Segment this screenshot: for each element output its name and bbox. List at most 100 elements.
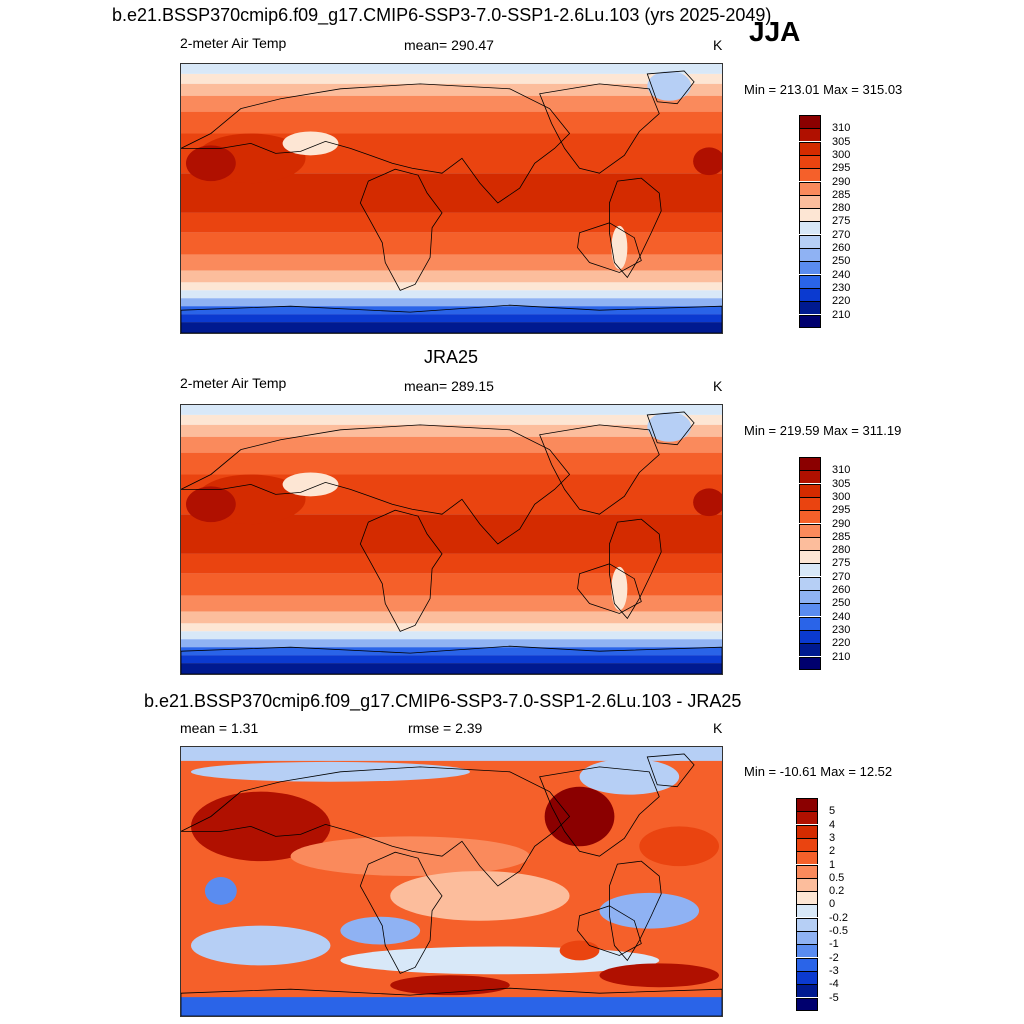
colorbar-tick-label: 270	[832, 228, 851, 241]
hot-region	[693, 488, 722, 517]
colorbar-tick-label: 280	[832, 202, 851, 215]
anomaly-region	[340, 916, 421, 945]
colorbar-tick-label: 310	[832, 464, 851, 477]
colorbar-swatch	[799, 141, 821, 155]
colorbar-swatch	[799, 248, 821, 261]
colorbar-swatch	[799, 115, 821, 128]
colorbar-tick-label: 295	[832, 162, 851, 175]
colorbar-swatch	[796, 798, 818, 811]
coastline-australia	[577, 563, 642, 614]
colorbar-tick-label: 285	[832, 530, 851, 543]
temperature-band	[181, 298, 722, 307]
colorbar-swatch	[799, 457, 821, 470]
temperature-band	[181, 639, 722, 648]
coastline-greenland	[646, 70, 695, 105]
coastline-australia	[577, 222, 642, 273]
panel-model-title: b.e21.BSSP370cmip6.f09_g17.CMIP6-SSP3-7.…	[112, 5, 772, 25]
hot-region	[185, 145, 236, 182]
map-canvas	[181, 747, 722, 1016]
temperature-band	[181, 595, 722, 612]
colorbar-swatch	[799, 643, 821, 657]
panel-obs-minmax: Min = 219.59 Max = 311.19	[744, 423, 902, 438]
colorbar-swatch	[796, 997, 818, 1011]
colorbar-tick-label: 3	[829, 831, 836, 844]
temperature-band	[181, 254, 722, 271]
temperature-band	[181, 314, 722, 323]
colorbar-tick-label: 305	[832, 135, 851, 148]
hot-region	[185, 486, 236, 523]
coastline-africa	[359, 851, 443, 974]
cold-plateau	[282, 131, 339, 156]
colorbar-tick-label: -5	[829, 991, 839, 1004]
coastlines	[181, 753, 722, 1016]
colorbar-swatch	[799, 629, 821, 643]
temperature-band	[181, 270, 722, 283]
coastlines	[181, 70, 722, 333]
colorbar-swatch	[799, 314, 821, 328]
colorbar-swatch	[799, 656, 821, 670]
temperature-band	[181, 111, 722, 134]
temperature-band	[181, 83, 722, 96]
panel-obs-mean: mean= 289.15	[404, 378, 494, 394]
colorbar-tick-label: 300	[832, 148, 851, 161]
coastlines	[181, 411, 722, 674]
colorbar-tick-label: 250	[832, 255, 851, 268]
map-canvas	[181, 405, 722, 674]
colorbar-tick-label: -0.5	[829, 925, 848, 937]
anomaly-region	[204, 877, 237, 905]
colorbar-swatch	[796, 851, 818, 865]
colorbar-tick-label: 230	[832, 281, 851, 294]
colorbar-tick-label: 2	[829, 845, 836, 858]
coastline-eurasia	[181, 424, 571, 545]
colorbar-tick-label: 290	[832, 175, 851, 188]
coastline-greenland	[646, 411, 695, 446]
panel-diff-minmax: Min = -10.61 Max = 12.52	[744, 764, 893, 779]
coastline-africa	[359, 509, 443, 632]
colorbar-swatch	[796, 891, 818, 905]
colorbar-swatch	[796, 944, 818, 958]
panel-model-units: K	[713, 37, 723, 53]
temperature-band	[181, 573, 722, 596]
temperature-band	[181, 232, 722, 255]
colorbar-swatch	[796, 824, 818, 838]
colorbar-swatch	[799, 563, 821, 577]
colorbar-swatch	[799, 590, 821, 603]
colorbar-tick-label: 240	[832, 610, 851, 623]
temperature-band	[181, 631, 722, 640]
colorbar-swatch	[796, 904, 818, 918]
colorbar-tick-label: 250	[832, 597, 851, 610]
temperature-band	[181, 290, 722, 299]
panel-diff-title: b.e21.BSSP370cmip6.f09_g17.CMIP6-SSP3-7.…	[144, 691, 742, 711]
colorbar-swatch	[799, 550, 821, 564]
colorbar-swatch	[796, 864, 818, 878]
colorbar-tick-label: 0	[829, 898, 836, 911]
colorbar-tick-label: 270	[832, 570, 851, 583]
anomaly-region	[390, 871, 570, 921]
colorbar-swatch	[796, 837, 818, 851]
coastline-antarctica	[181, 304, 722, 333]
temperature-band	[181, 611, 722, 624]
colorbar-tick-label: 220	[832, 637, 851, 650]
colorbar-swatch	[799, 274, 821, 288]
coastline-south-america	[609, 177, 662, 279]
coastline-south-america	[609, 518, 662, 620]
temperature-band	[181, 663, 722, 674]
panel-model-minmax: Min = 213.01 Max = 315.03	[744, 82, 903, 97]
ice-sheet	[647, 70, 692, 101]
colorbar-swatch	[796, 917, 818, 931]
anomaly-region	[559, 940, 600, 961]
polar-anomaly	[181, 997, 722, 1016]
colorbar-swatch	[799, 536, 821, 550]
anomaly-region	[599, 892, 700, 929]
temperature-band	[181, 306, 722, 315]
colorbar-tick-label: 310	[832, 122, 851, 135]
cold-mountains	[611, 225, 628, 270]
map-model-temperature	[180, 63, 723, 334]
colorbar-swatch	[799, 523, 821, 537]
coastline-south-america	[609, 860, 662, 962]
panel-diff-mean: mean = 1.31	[180, 720, 259, 736]
colorbar-swatch	[799, 510, 821, 524]
temperature-band	[181, 436, 722, 453]
colorbar-swatch	[799, 576, 821, 590]
colorbar-swatch	[799, 287, 821, 301]
